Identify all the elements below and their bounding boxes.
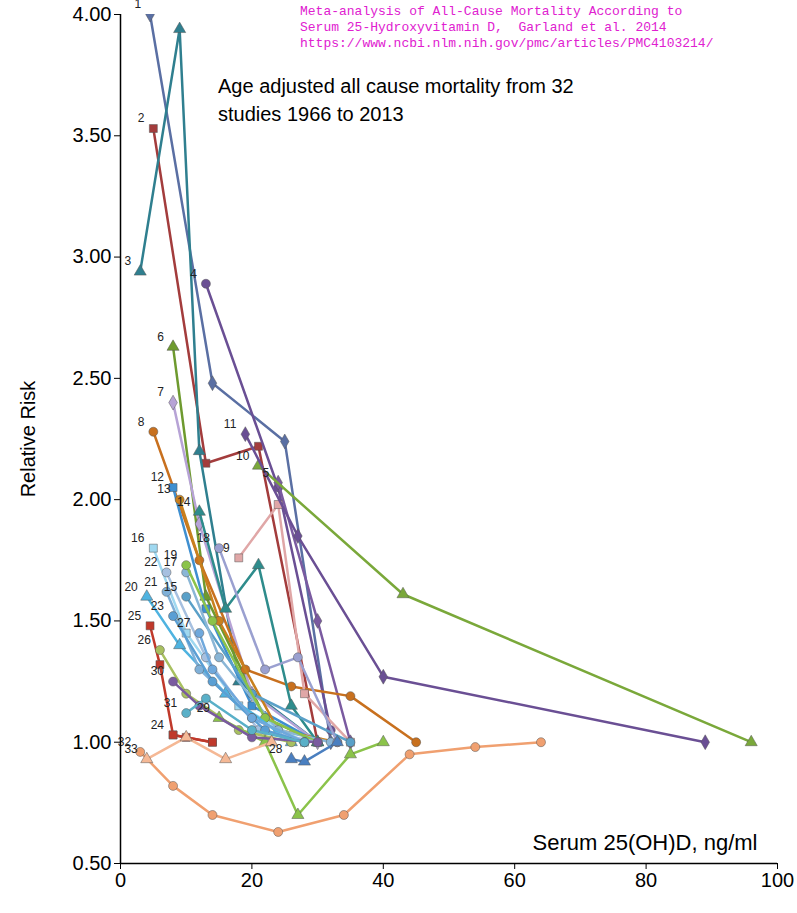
svg-text:19: 19 [164,548,178,562]
svg-text:3.50: 3.50 [73,124,112,146]
svg-text:3.00: 3.00 [73,245,112,267]
svg-text:4.00: 4.00 [73,3,112,25]
svg-text:14: 14 [177,495,191,509]
svg-text:1: 1 [134,0,141,11]
html-text:Age adjusted all cause mortali: Age adjusted all cause mortality from 32… [218,75,574,125]
svg-text:5: 5 [262,466,269,480]
svg-text:Serum 25(OH)D, ng/ml: Serum 25(OH)D, ng/ml [533,830,758,855]
svg-text:23: 23 [151,599,165,613]
svg-text:10: 10 [236,449,250,463]
svg-text:26: 26 [138,633,152,647]
svg-text:13: 13 [157,482,171,496]
html-text:https://www.ncbi.nlm.nih.gov/p: https://www.ncbi.nlm.nih.gov/pmc/article… [300,36,714,51]
svg-text:6: 6 [157,330,164,344]
svg-text:20: 20 [241,869,263,891]
svg-text:0: 0 [115,869,126,891]
svg-text:29: 29 [197,701,211,715]
svg-text:Relative Risk: Relative Risk [17,380,39,498]
svg-text:2: 2 [138,111,145,125]
svg-text:28: 28 [269,742,283,756]
svg-text:9: 9 [223,541,230,555]
html-text:Meta-analysis of All-Cause Mor: Meta-analysis of All-Cause Mortality Acc… [300,4,691,35]
svg-text:1.00: 1.00 [73,731,112,753]
svg-text:18: 18 [197,531,211,545]
svg-text:2.50: 2.50 [73,367,112,389]
svg-text:22: 22 [144,555,158,569]
svg-text:31: 31 [164,696,178,710]
svg-text:16: 16 [131,531,145,545]
svg-text:3: 3 [125,254,132,268]
svg-text:8: 8 [138,415,145,429]
svg-text:100: 100 [761,869,794,891]
svg-text:21: 21 [144,575,158,589]
svg-text:1.50: 1.50 [73,609,112,631]
svg-text:11: 11 [224,417,237,431]
svg-text:17: 17 [163,555,178,570]
svg-text:33: 33 [124,742,138,756]
svg-text:7: 7 [157,385,164,399]
svg-text:60: 60 [504,869,526,891]
svg-text:27: 27 [177,616,191,630]
svg-text:4: 4 [190,267,197,281]
svg-text:12: 12 [150,470,165,485]
svg-text:15: 15 [164,580,178,594]
svg-text:2.00: 2.00 [73,488,112,510]
svg-text:20: 20 [124,580,138,594]
svg-text:0.50: 0.50 [73,852,112,874]
svg-text:40: 40 [372,869,394,891]
svg-text:24: 24 [151,718,165,732]
svg-text:80: 80 [635,869,657,891]
svg-text:25: 25 [128,609,142,623]
svg-text:30: 30 [151,664,165,678]
